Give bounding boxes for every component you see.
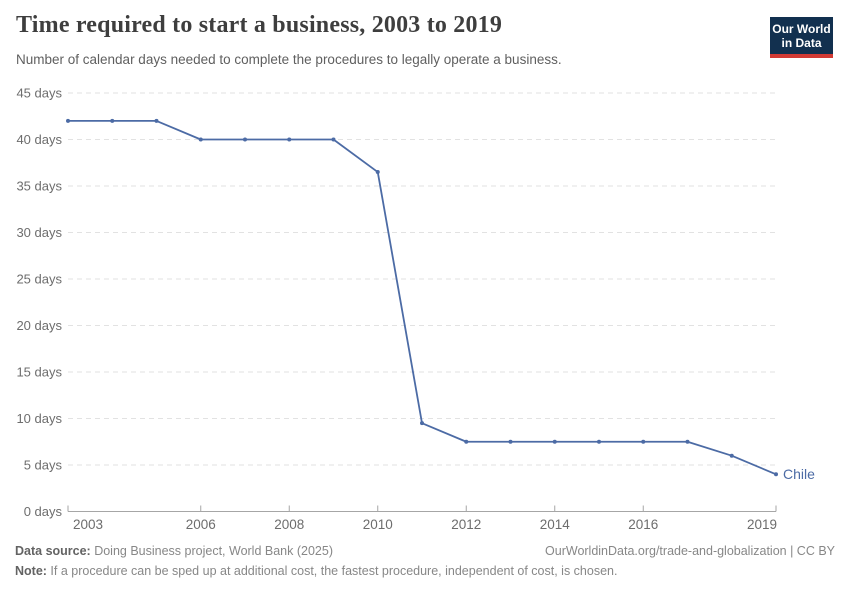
data-point [198, 137, 203, 142]
x-axis-tick-label: 2010 [363, 517, 393, 532]
y-axis-tick-label: 35 days [16, 179, 62, 194]
data-point [331, 137, 336, 142]
data-source-text: Doing Business project, World Bank (2025… [90, 544, 333, 558]
chart-title: Time required to start a business, 2003 … [16, 12, 503, 38]
data-point [287, 137, 292, 142]
data-source: Data source: Doing Business project, Wor… [15, 544, 333, 558]
y-axis-tick-label: 5 days [24, 458, 63, 473]
data-point [66, 118, 70, 123]
data-point [774, 472, 778, 477]
x-axis-tick-label: 2014 [540, 517, 571, 532]
x-axis-tick-label: 2006 [186, 517, 216, 532]
data-point [243, 137, 247, 142]
data-point [685, 439, 690, 444]
x-axis-tick-label: 2008 [274, 517, 304, 532]
owid-logo: Our World in Data [770, 17, 833, 58]
data-source-label: Data source: [15, 544, 91, 558]
data-point [110, 118, 115, 123]
owid-logo-line2: in Data [781, 36, 822, 50]
y-axis-tick-label: 25 days [16, 272, 62, 287]
x-axis-tick-label: 2016 [628, 517, 658, 532]
note-text: If a procedure can be sped up at additio… [46, 564, 618, 578]
data-point [552, 439, 557, 444]
note-label: Note: [15, 564, 47, 578]
y-axis-tick-label: 30 days [16, 225, 62, 240]
data-point [154, 118, 159, 123]
owid-logo-line1: Our World [772, 22, 831, 36]
data-point [375, 170, 380, 175]
y-axis-tick-label: 15 days [16, 365, 62, 380]
y-axis-tick-label: 20 days [16, 318, 62, 333]
chart-footer: Data source: Doing Business project, Wor… [15, 544, 835, 578]
y-axis-tick-label: 40 days [16, 132, 62, 147]
x-axis-tick-label: 2012 [451, 517, 481, 532]
chart-subtitle: Number of calendar days needed to comple… [16, 52, 562, 67]
attribution-link[interactable]: OurWorldinData.org/trade-and-globalizati… [545, 544, 835, 558]
data-point [464, 439, 469, 444]
data-point [641, 439, 646, 444]
x-axis-tick-label: 2003 [73, 517, 103, 532]
data-point [597, 439, 601, 444]
line-chart: 0 days 5 days 10 days 15 days 20 days 25 days… [16, 86, 815, 533]
chart-note: Note: If a procedure can be sped up at a… [15, 564, 835, 578]
y-axis-tick-label: 0 days [24, 504, 63, 519]
x-axis-tick-label: 2019 [747, 517, 777, 532]
y-axis-tick-label: 10 days [16, 411, 62, 426]
data-point [508, 439, 513, 444]
series-end-label: Chile [783, 466, 815, 482]
data-point [729, 453, 734, 458]
data-point [420, 421, 424, 426]
y-axis-tick-label: 45 days [16, 86, 62, 101]
